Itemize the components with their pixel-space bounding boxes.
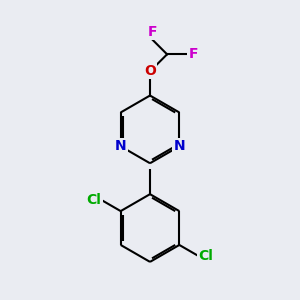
- Text: Cl: Cl: [198, 249, 213, 263]
- Text: F: F: [188, 47, 198, 61]
- Text: N: N: [115, 139, 127, 153]
- Text: O: O: [144, 64, 156, 78]
- Text: F: F: [147, 25, 157, 39]
- Text: N: N: [173, 139, 185, 153]
- Text: Cl: Cl: [87, 193, 102, 207]
